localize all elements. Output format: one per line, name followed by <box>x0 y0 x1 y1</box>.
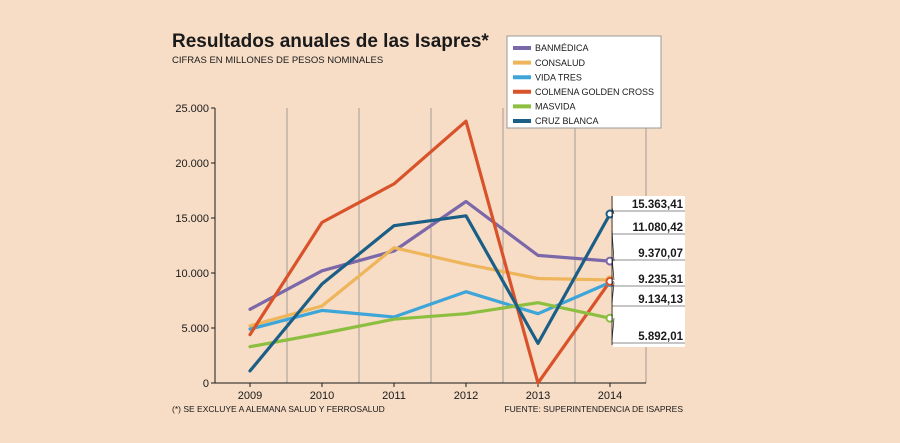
end-point <box>605 276 615 286</box>
end-value-label: 15.363,41 <box>632 199 684 211</box>
series-line <box>248 301 612 349</box>
end-value-label: 9.370,07 <box>638 248 683 260</box>
end-labels: 15.363,41 11.080,42 9.370,07 9.235,31 9.134,… <box>611 196 685 347</box>
legend-label: MASVIDA <box>535 102 576 112</box>
legend-label: COLMENA GOLDEN CROSS <box>535 87 654 97</box>
chart-subtitle: CIFRAS EN MILLONES DE PESOS NOMINALES <box>172 55 383 66</box>
footnote: (*) SE EXCLUYE A ALEMANA SALUD Y FERROSA… <box>172 404 385 414</box>
x-tick-label: 2009 <box>238 390 262 402</box>
y-tick-label: 5.000 <box>181 323 209 335</box>
end-value-label: 5.892,01 <box>638 331 683 343</box>
series-line <box>248 246 612 328</box>
y-tick-label: 15.000 <box>175 213 209 225</box>
x-tick-label: 2013 <box>526 390 550 402</box>
y-tick-label: 0 <box>203 378 209 390</box>
axes: 0 5.000 10.000 15.000 20.000 25.000 2009 2010 20… <box>175 103 646 402</box>
end-point <box>605 313 615 323</box>
y-tick-label: 10.000 <box>175 268 209 280</box>
label-leader <box>611 230 615 262</box>
legend-label: BANMÉDICA <box>535 43 589 53</box>
label-leader <box>611 256 615 280</box>
series-line <box>248 119 612 385</box>
end-point <box>605 209 615 219</box>
legend-box <box>506 35 662 129</box>
series-line <box>248 212 612 373</box>
chart-title: Resultados anuales de las Isapres* <box>172 31 489 52</box>
end-value-label: 11.080,42 <box>632 222 683 234</box>
legend: BANMÉDICA CONSALUD VIDA TRES COLMENA GOLDEN… <box>506 35 662 129</box>
x-tick-label: 2010 <box>310 390 334 402</box>
source-note: FUENTE: SUPERINTENDENCIA DE ISAPRES <box>504 404 683 414</box>
y-tick-label: 25.000 <box>175 103 209 115</box>
series-layer <box>248 119 615 385</box>
label-panel <box>613 196 685 347</box>
label-leader <box>611 281 615 284</box>
series-line <box>248 280 612 331</box>
x-tick-label: 2012 <box>454 390 478 402</box>
y-tick-label: 20.000 <box>175 158 209 170</box>
x-tick-label: 2011 <box>382 390 406 402</box>
legend-label: CRUZ BLANCA <box>535 116 599 126</box>
x-tick-label: 2014 <box>598 390 622 402</box>
end-value-label: 9.235,31 <box>638 274 683 286</box>
legend-label: VIDA TRES <box>535 72 582 82</box>
legend-label: CONSALUD <box>535 58 586 68</box>
end-value-label: 9.134,13 <box>638 294 683 306</box>
label-leader <box>611 282 615 304</box>
label-leader <box>611 318 615 341</box>
series-line <box>248 199 612 311</box>
